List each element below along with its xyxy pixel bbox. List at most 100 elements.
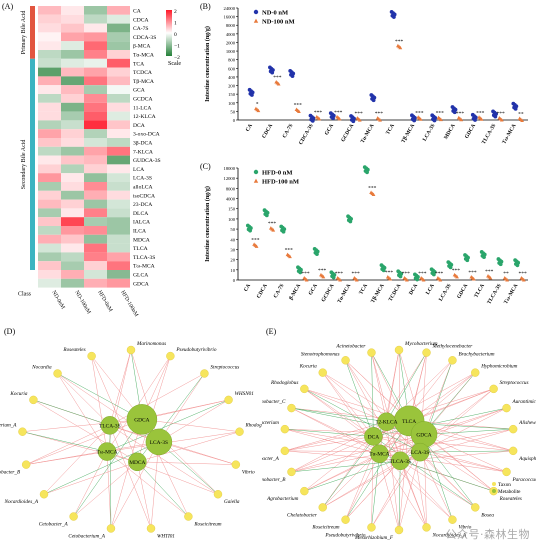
significance-mark: *** <box>418 271 427 277</box>
x-tick-label: CDCA <box>261 123 274 140</box>
network-edge <box>420 450 514 453</box>
taxon-node <box>69 512 78 521</box>
taxon-label: Kocuria <box>9 391 27 397</box>
taxon-label: Microbacterium_A <box>0 423 17 429</box>
taxon-label: Paracoccus <box>512 477 536 483</box>
network-edge <box>57 373 111 426</box>
heatmap-cell <box>38 199 61 209</box>
network-edge <box>400 460 476 508</box>
data-point-series-0 <box>513 106 518 111</box>
legend-marker <box>253 18 259 23</box>
heatmap-cell <box>61 173 84 182</box>
y-tick-label: 200 <box>228 84 236 89</box>
taxon-node <box>18 427 27 436</box>
taxon-node <box>280 424 290 434</box>
legend-label: ND-100 nM <box>262 19 295 26</box>
heatmap-cell <box>84 32 107 42</box>
data-point-series-0 <box>351 119 356 124</box>
heatmap-row-label: 7-KLCA <box>133 149 153 155</box>
heatmap-cell <box>107 32 130 42</box>
network-edge <box>26 451 108 465</box>
y-tick-label: 24000 <box>224 6 236 11</box>
network-d-svg: (D) Marinomonas Pseudobutyrivibrio Streptoc… <box>0 327 262 539</box>
heatmap-row-label: LCA <box>133 167 144 173</box>
heatmap-row-label: β-MCA <box>133 44 150 50</box>
heatmap-cell <box>38 190 61 200</box>
x-tick-label: CDCA <box>256 283 269 300</box>
heatmap-cell <box>107 173 130 182</box>
heatmap-cell <box>38 23 61 33</box>
taxon-label: Roseicitreum <box>311 525 339 531</box>
network-edge <box>137 431 240 463</box>
taxon-label: Gemmobacter_C <box>262 399 286 405</box>
data-point-series-1 <box>288 254 292 259</box>
panel-d-network: (D) Marinomonas Pseudobutyrivibrio Streptoc… <box>0 322 262 546</box>
network-edge <box>91 356 108 452</box>
taxon-node <box>448 515 457 524</box>
heatmap-cell <box>38 120 61 130</box>
heatmap-cell <box>61 190 84 200</box>
watermark: 公众号·森林生物 <box>445 528 530 541</box>
heatmap-cell <box>38 208 61 218</box>
heatmap-cell <box>107 111 130 121</box>
metabolite-label: 12-KLCA <box>376 420 398 426</box>
heatmap-row-label: GLCA <box>133 273 148 279</box>
metabolite-label: TLCA <box>402 419 416 425</box>
heatmap-row-label: GDCA <box>133 281 149 287</box>
network-edge <box>73 451 108 517</box>
heatmap-cell <box>107 182 130 191</box>
heatmap-cell <box>84 138 107 147</box>
heatmap-cell <box>61 50 84 59</box>
y-tick-label: 16000 <box>224 15 236 20</box>
legend-marker <box>253 178 259 183</box>
taxon-label: Marinomonas <box>136 341 166 347</box>
data-point-series-0 <box>482 255 486 260</box>
y-tick-label: 18000 <box>224 166 236 171</box>
data-point-series-0 <box>448 265 453 270</box>
heatmap-row-label: 23-DCA <box>133 202 152 208</box>
data-point-series-0 <box>371 98 376 103</box>
significance-mark: *** <box>452 268 461 274</box>
significance-mark: *** <box>335 271 344 277</box>
metabolite-label: LCA-3S <box>150 440 168 446</box>
data-point-series-0 <box>431 272 436 277</box>
network-edge <box>291 407 380 454</box>
x-tick-label: Tβ-MCA <box>400 123 416 144</box>
network-edge <box>109 373 205 426</box>
taxon-label: Streptococcus <box>210 364 239 370</box>
y-axis-label: Intestine concentration (ng/g) <box>204 186 211 262</box>
y-tick-label: 2000 <box>226 40 236 45</box>
heatmap-cell <box>84 14 107 24</box>
scale-tick: 0 <box>174 32 177 38</box>
network-edge <box>284 428 374 437</box>
legend-label: HFD-0 nM <box>262 170 293 177</box>
network-edge <box>43 461 138 495</box>
data-point-series-0 <box>264 213 269 218</box>
heatmap-column-label: ND-100nM <box>73 290 91 316</box>
taxon-label: Roseateles <box>62 347 85 353</box>
data-point-series-1 <box>439 117 443 122</box>
metabolite-node <box>97 442 117 461</box>
heatmap-cell <box>61 164 84 174</box>
network-edge <box>109 425 152 529</box>
taxon-node <box>394 525 404 535</box>
heatmap-cell <box>61 67 84 77</box>
x-tick-label: CA-7S <box>282 123 295 139</box>
legend-label: HFD-100 nM <box>262 179 299 186</box>
heatmap-cell <box>38 85 61 94</box>
network-edge <box>304 434 425 492</box>
network-edge <box>284 428 421 453</box>
significance-mark: *** <box>476 110 485 116</box>
y-tick-label: 400 <box>228 75 236 80</box>
heatmap-cell <box>61 41 84 50</box>
network-edge <box>304 436 374 492</box>
significance-mark: *** <box>368 185 377 191</box>
network-edge <box>57 373 108 452</box>
heatmap-cell <box>84 182 107 191</box>
network-edge <box>110 441 160 529</box>
metabolite-node <box>145 428 173 456</box>
data-point-series-1 <box>304 277 309 282</box>
taxon-label: Methylocenebacter <box>432 344 474 350</box>
significance-mark: ** <box>518 111 524 117</box>
heatmap-cell <box>38 111 61 121</box>
